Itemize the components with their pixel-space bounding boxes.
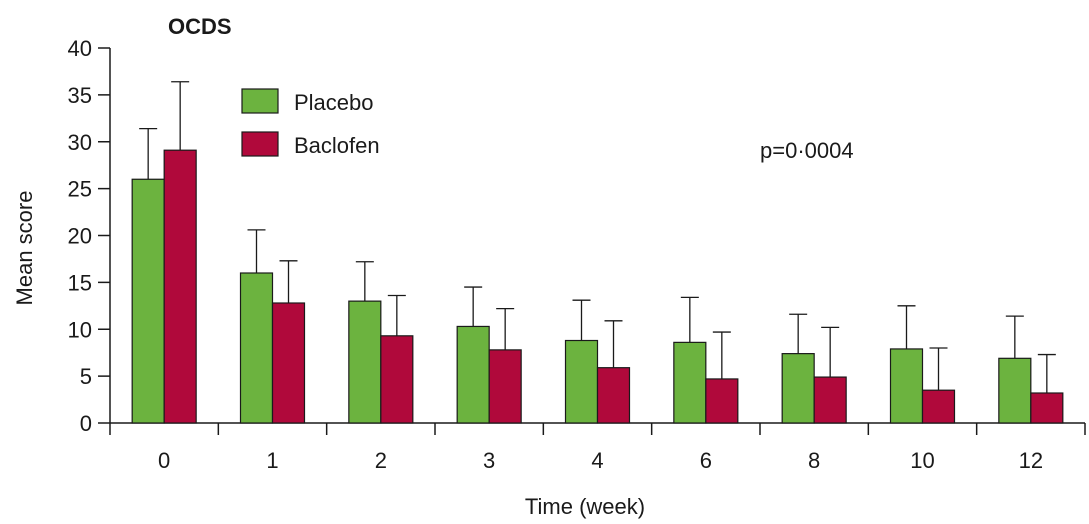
bar-baclofen	[380, 335, 414, 424]
bar-baclofen	[271, 302, 306, 424]
bar-baclofen	[705, 378, 739, 424]
legend-label-placebo: Placebo	[294, 90, 374, 115]
x-tick-label: 6	[700, 448, 712, 473]
bar-baclofen	[488, 349, 522, 424]
bar-placebo	[998, 357, 1032, 424]
legend-swatch-placebo	[241, 88, 279, 114]
y-tick-label: 35	[68, 83, 92, 108]
bar-placebo	[673, 341, 707, 424]
x-tick-label: 8	[808, 448, 820, 473]
y-tick-label: 25	[68, 177, 92, 202]
y-axis-title: Mean score	[12, 191, 37, 306]
x-tick-label: 3	[483, 448, 495, 473]
x-tick-label: 2	[375, 448, 387, 473]
bar-placebo	[348, 300, 382, 424]
bar-placebo	[889, 348, 924, 424]
bar-baclofen	[813, 376, 847, 424]
legend-swatch-baclofen	[241, 131, 279, 157]
chart-title: OCDS	[168, 14, 232, 39]
x-tick-label: 10	[910, 448, 934, 473]
bar-baclofen	[596, 367, 631, 424]
bar-placebo	[456, 325, 490, 424]
x-tick-label: 0	[158, 448, 170, 473]
y-tick-label: 5	[80, 364, 92, 389]
legend-label-baclofen: Baclofen	[294, 133, 380, 158]
y-tick-label: 15	[68, 270, 92, 295]
bar-placebo	[564, 339, 599, 424]
x-tick-label: 12	[1019, 448, 1043, 473]
bar-placebo	[239, 272, 274, 424]
bar-baclofen	[921, 389, 956, 424]
x-tick-label: 4	[591, 448, 603, 473]
y-tick-label: 10	[68, 317, 92, 342]
y-tick-label: 20	[68, 224, 92, 249]
bar-placebo	[131, 178, 165, 424]
y-tick-label: 30	[68, 130, 92, 155]
bars	[131, 81, 1064, 424]
bar-placebo	[781, 353, 815, 424]
bar-baclofen	[1030, 392, 1064, 424]
x-axis-title: Time (week)	[525, 494, 645, 519]
x-tick-label: 1	[266, 448, 278, 473]
legend: Placebo Baclofen	[241, 88, 380, 158]
y-tick-label: 40	[68, 36, 92, 61]
y-tick-label: 0	[80, 411, 92, 436]
bar-baclofen	[163, 149, 197, 424]
p-value-annotation: p=0·0004	[760, 138, 854, 163]
